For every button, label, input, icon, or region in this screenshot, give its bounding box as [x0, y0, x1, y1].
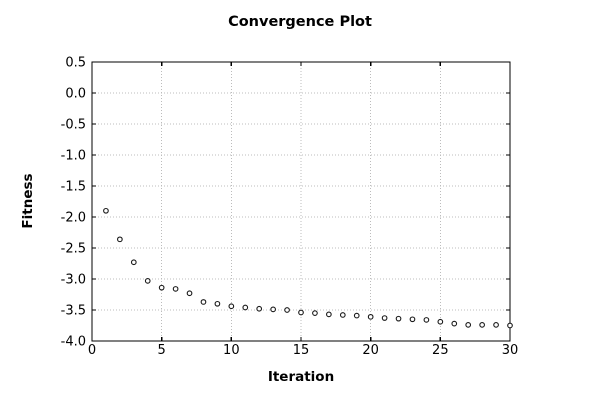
data-point [465, 322, 472, 328]
y-tick-label: -3.0 [61, 273, 86, 288]
y-tick-label: -2.0 [61, 211, 86, 226]
data-point [326, 311, 332, 318]
data-point [103, 207, 109, 214]
data-point [423, 317, 430, 323]
data-point [507, 322, 513, 329]
data-point [242, 304, 249, 311]
x-tick-label: 5 [158, 343, 166, 358]
data-point [130, 259, 137, 266]
x-tick-label: 20 [362, 343, 379, 358]
data-point [353, 312, 360, 319]
data-point [339, 312, 346, 318]
data-point [214, 300, 221, 307]
y-tick-label: 0.0 [65, 87, 86, 102]
data-point [186, 290, 193, 297]
x-tick-label: 0 [88, 343, 96, 358]
data-point [493, 322, 499, 328]
data-point [437, 318, 444, 325]
data-point [158, 284, 165, 291]
y-axis-label: Fitness [20, 173, 36, 229]
x-tick-label: 10 [223, 343, 240, 358]
y-tick-label: -1.5 [61, 180, 86, 195]
y-tick-label: 0.5 [65, 56, 86, 71]
y-tick-label: -2.5 [61, 242, 86, 257]
data-point [270, 306, 276, 313]
data-point [395, 315, 402, 322]
x-tick-label: 15 [293, 343, 310, 358]
data-point [298, 309, 304, 316]
y-tick-label: -4.0 [61, 335, 86, 350]
data-point [256, 305, 263, 312]
y-tick-label: -1.0 [61, 149, 86, 164]
data-point [284, 307, 290, 313]
x-axis-label: Iteration [267, 369, 335, 385]
data-point [451, 320, 458, 327]
data-point [367, 313, 374, 320]
data-point [381, 315, 388, 321]
chart-title: Convergence Plot [228, 14, 372, 30]
x-tick-label: 25 [432, 343, 449, 358]
data-point [144, 278, 151, 284]
data-point [172, 286, 179, 292]
x-tick-label: 30 [502, 343, 519, 358]
data-point [117, 236, 123, 243]
data-point [228, 303, 235, 310]
data-point [409, 316, 416, 323]
data-point [312, 310, 318, 316]
y-tick-label: -3.5 [61, 304, 86, 319]
y-tick-label: -0.5 [61, 118, 86, 133]
data-point [479, 322, 485, 328]
data-point [200, 299, 207, 305]
